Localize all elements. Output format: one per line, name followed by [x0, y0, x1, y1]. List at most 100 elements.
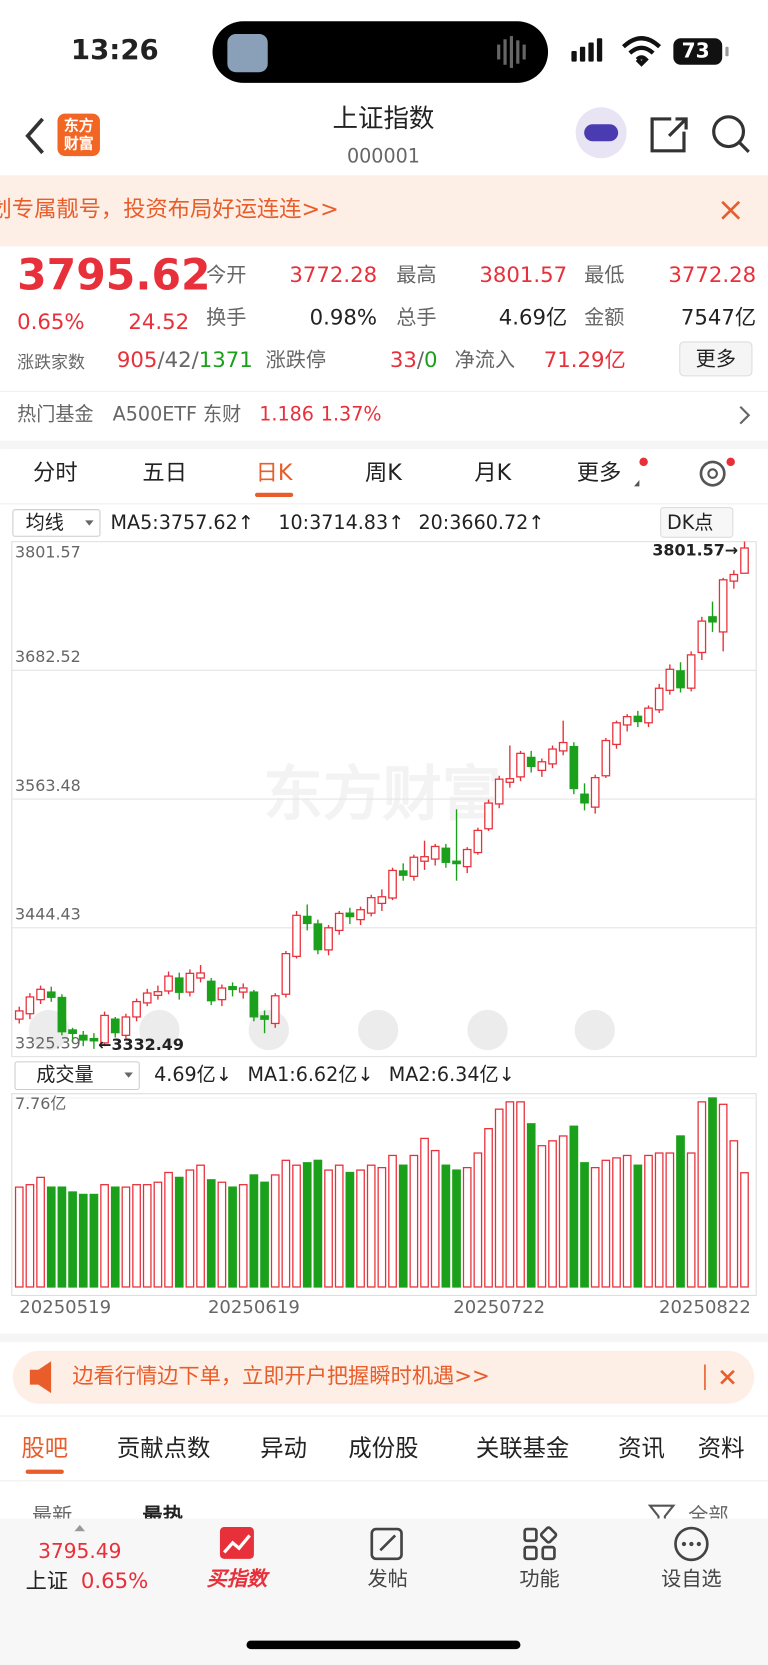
flat-count: 42 — [165, 348, 192, 373]
volume-bar — [686, 1152, 696, 1288]
limit: 33/0 — [390, 348, 438, 373]
indicator-select[interactable] — [12, 509, 101, 537]
tab[interactable]: 五日 — [142, 460, 187, 486]
x-tick-label: 20250722 — [453, 1297, 545, 1318]
banner[interactable] — [0, 175, 768, 247]
chart-controls — [28, 1009, 615, 1051]
settings-core — [707, 468, 718, 479]
tab[interactable]: 月K — [474, 460, 512, 486]
ma-label: 10:3714.83↑ — [278, 511, 404, 534]
fund-label: 热门基金 — [17, 403, 93, 426]
dk-button[interactable] — [660, 507, 734, 538]
chart-control[interactable] — [574, 1009, 615, 1051]
nav-price: 3795.49 — [38, 1539, 121, 1563]
sub-tab[interactable]: 股吧 — [21, 1434, 68, 1462]
volume-bar — [622, 1154, 632, 1288]
breadth: 905/42/1371 — [117, 348, 253, 373]
sub-tab[interactable]: 资讯 — [618, 1434, 665, 1462]
quote-fields: 今开 3772.28 最高 3801.57 最低 3772.28 换手 0.98% 总手 4.69… — [206, 263, 756, 331]
volume-bar — [676, 1135, 685, 1288]
nav-item[interactable]: 设自选 — [661, 1567, 721, 1591]
more-button[interactable] — [679, 341, 753, 377]
volume-bar — [174, 1176, 184, 1288]
volume-bar — [270, 1174, 280, 1288]
candle-body — [313, 923, 323, 951]
limit-up: 33 — [390, 348, 417, 373]
sub-tab[interactable]: 异动 — [260, 1434, 307, 1462]
battery-tip — [725, 46, 729, 57]
volume-bar — [68, 1191, 77, 1288]
more-text: 更多 — [696, 346, 736, 370]
nav-item[interactable]: 功能 — [519, 1567, 559, 1591]
sep: / — [157, 348, 165, 373]
volume-bar — [441, 1164, 451, 1288]
tab[interactable]: 分时 — [33, 460, 78, 486]
nav-item[interactable]: 发帖 — [368, 1567, 408, 1591]
volume-bar — [612, 1157, 621, 1288]
sub-tab[interactable]: 贡献点数 — [117, 1434, 210, 1462]
candle-body — [697, 620, 707, 654]
chart-control[interactable] — [139, 1009, 180, 1051]
volume-bar — [558, 1135, 568, 1288]
fund-pct: 1.37% — [321, 403, 382, 426]
candle-body — [142, 992, 152, 1004]
volume-bar — [228, 1186, 237, 1288]
sub-tab[interactable]: 关联基金 — [476, 1434, 569, 1462]
candle-body — [164, 975, 173, 992]
share-button[interactable] — [650, 117, 688, 153]
candle-body — [676, 670, 685, 689]
nav-icon-pen — [379, 1534, 397, 1552]
search-button[interactable] — [712, 115, 746, 149]
candle-body — [633, 715, 643, 723]
back-button[interactable] — [25, 117, 45, 155]
divider — [0, 1480, 768, 1482]
candle-body — [654, 687, 664, 711]
volume-bar — [100, 1184, 109, 1288]
tabs: 分时 五日 日K 周K 月K 更多 — [33, 460, 621, 497]
sub-tab[interactable]: 资料 — [698, 1434, 745, 1462]
volume-bar — [302, 1162, 312, 1288]
candle-body — [228, 986, 237, 991]
volume-bar — [409, 1154, 419, 1288]
volume-bar — [388, 1154, 397, 1288]
volume-bar — [36, 1176, 45, 1288]
wifi — [621, 36, 662, 67]
settings[interactable] — [699, 460, 726, 487]
nav-item[interactable]: 买指数 — [207, 1567, 270, 1591]
candle-body — [580, 793, 589, 804]
volume-bar — [345, 1171, 355, 1288]
candle-body — [206, 980, 216, 1002]
ma-label: 20:3660.72↑ — [419, 511, 545, 534]
ad-bar[interactable] — [12, 1350, 755, 1404]
tab[interactable]: 周K — [365, 460, 403, 486]
divider — [0, 1333, 768, 1343]
candle-body — [590, 776, 600, 808]
tab[interactable]: 更多 — [577, 460, 622, 486]
chart-control[interactable] — [467, 1009, 508, 1051]
volume-bar — [249, 1174, 259, 1288]
candle-body — [292, 914, 301, 958]
candle-body — [441, 847, 451, 863]
volume-bar — [601, 1159, 611, 1288]
tab[interactable]: 日K — [256, 460, 294, 486]
chart-control[interactable] — [357, 1009, 399, 1051]
sub-tab[interactable]: 成份股 — [348, 1434, 418, 1462]
volume-bar — [292, 1164, 301, 1288]
volume-bar — [665, 1152, 675, 1288]
banner-close[interactable] — [721, 200, 741, 220]
nav-arrow — [74, 1524, 86, 1532]
candle-body — [36, 988, 45, 1001]
ad-close[interactable] — [720, 1369, 735, 1385]
y-tick-label: 3325.39 — [15, 1033, 81, 1052]
sep: / — [417, 348, 425, 373]
volume-ma-label: MA2:6.34亿↓ — [389, 1063, 515, 1086]
field-value: 0.98% — [310, 306, 377, 331]
candle-body — [217, 987, 227, 1001]
volume-bar — [78, 1193, 88, 1288]
indicator-select[interactable] — [14, 1061, 140, 1091]
volume-bar — [430, 1149, 440, 1288]
volume-bar — [580, 1162, 589, 1288]
logo-text: 财富 — [64, 134, 94, 152]
fund-chevron[interactable] — [739, 405, 751, 425]
sub-tabs: 股吧 贡献点数 异动 成份股 关联基金 资讯 资料 — [21, 1434, 745, 1474]
